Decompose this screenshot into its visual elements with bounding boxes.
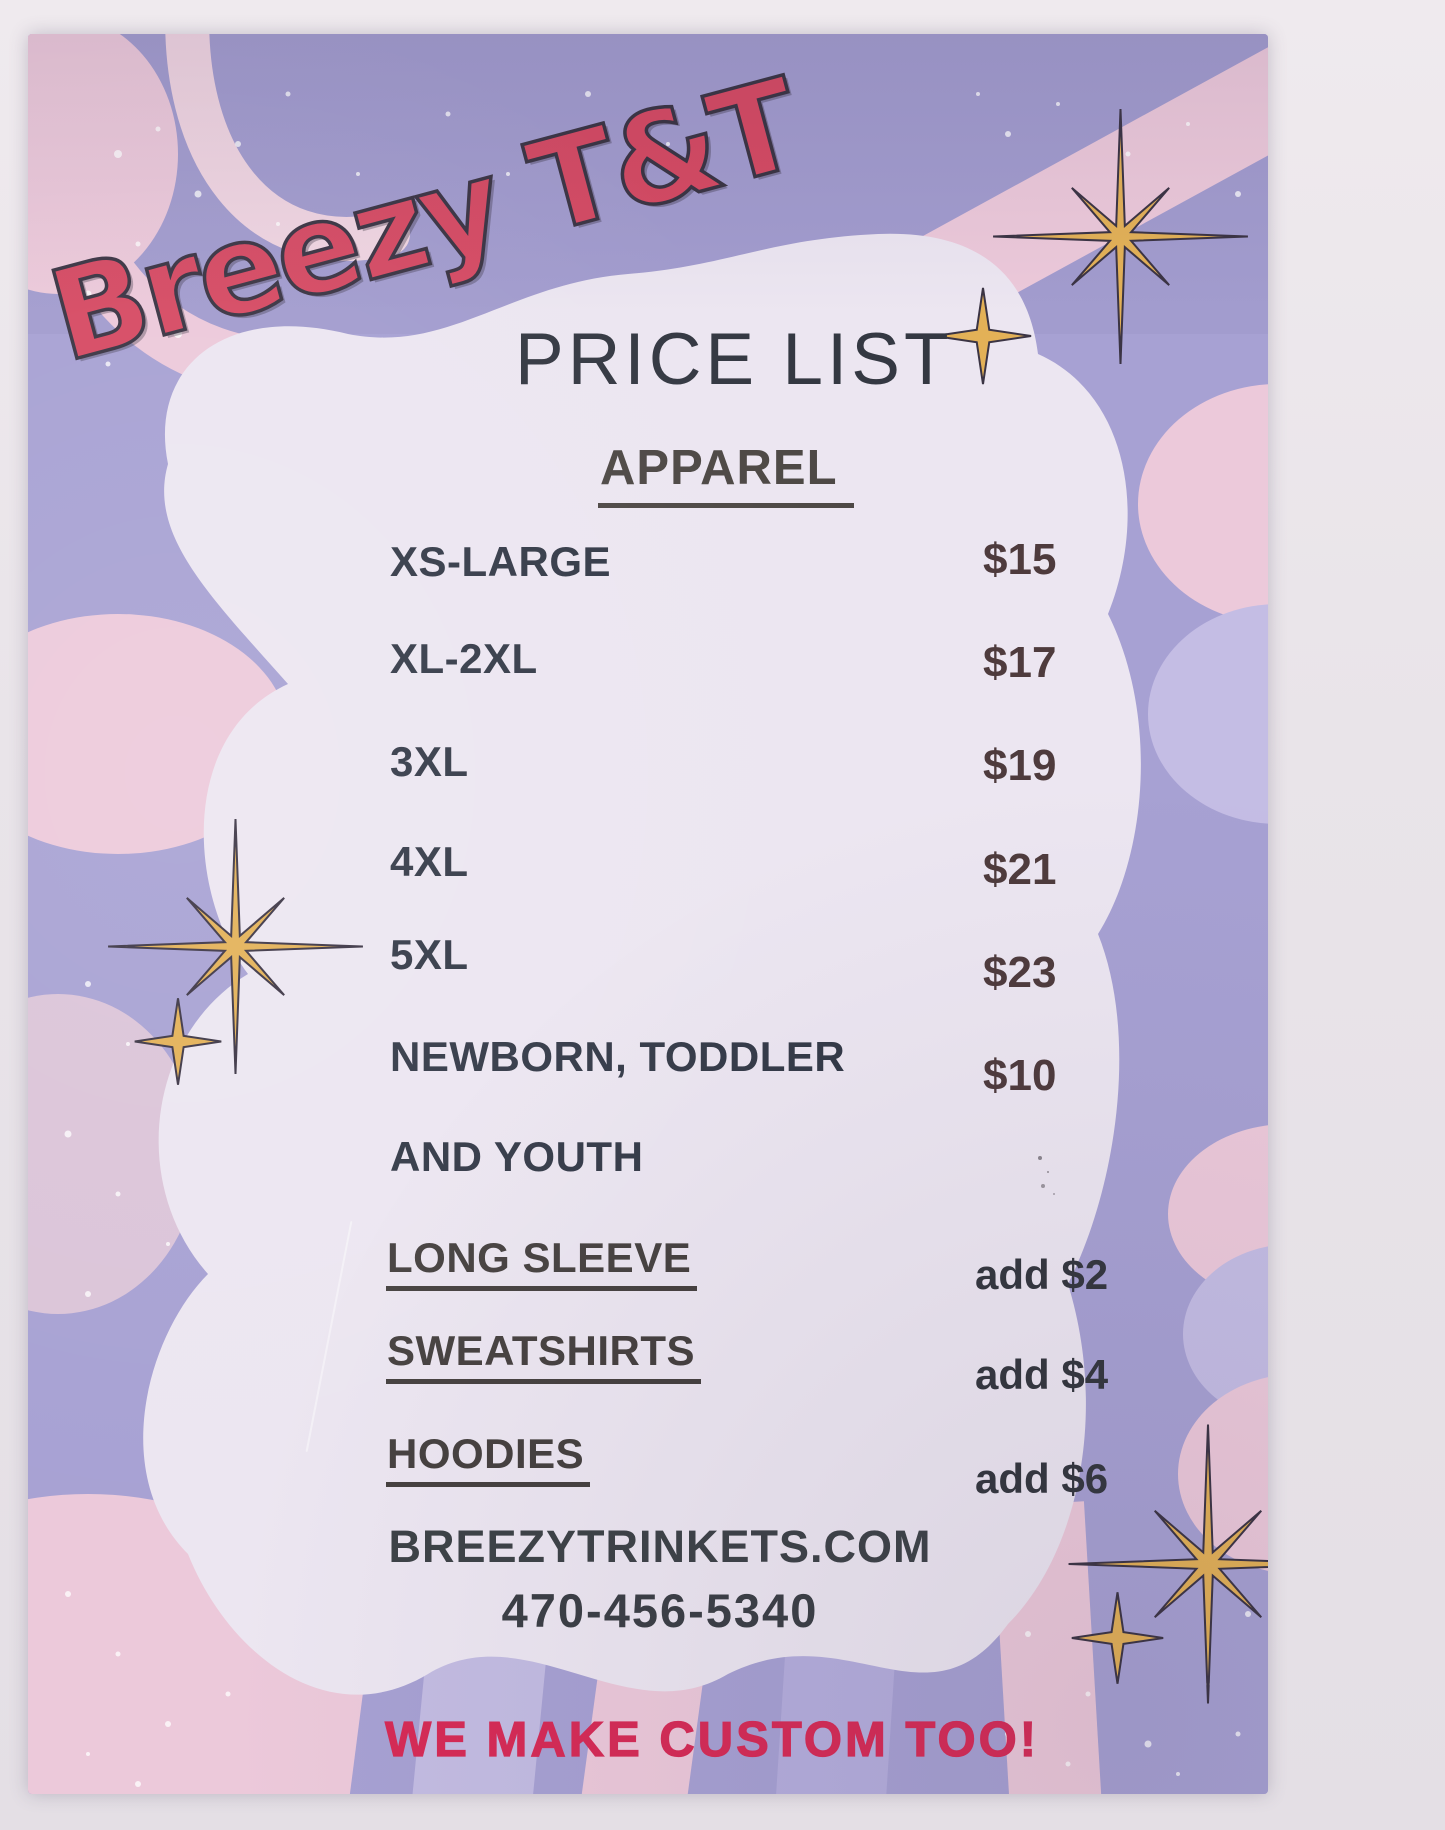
price-item-label: 5XL bbox=[390, 931, 469, 978]
page-title: PRICE LIST bbox=[515, 319, 953, 400]
addon-label-text: SWEATSHIRTS bbox=[386, 1327, 702, 1384]
flyer-paper: Breezy T&T PRICE LIST APPAREL XS-LARGE $… bbox=[28, 34, 1268, 1794]
swirl-background-art bbox=[28, 34, 1268, 1794]
addon-price-value: add $4 bbox=[975, 1351, 1109, 1398]
price-item-label: 4XL bbox=[390, 838, 469, 885]
price-item-label-line2: AND YOUTH bbox=[390, 1133, 644, 1180]
price-item-label: NEWBORN, TODDLER bbox=[390, 1033, 846, 1080]
addon-item-label: SWEATSHIRTS bbox=[386, 1327, 702, 1384]
addon-price-value: add $2 bbox=[975, 1251, 1109, 1298]
price-item-value: $21 bbox=[983, 845, 1057, 894]
price-item-value: $15 bbox=[983, 535, 1057, 584]
addon-item-label: LONG SLEEVE bbox=[386, 1234, 698, 1291]
price-item-value: $17 bbox=[983, 638, 1057, 687]
price-item-value: $19 bbox=[983, 741, 1057, 790]
ink-smudge-artifact bbox=[1038, 1156, 1042, 1160]
section-heading-apparel: APPAREL bbox=[598, 440, 854, 508]
addon-item-label: HOODIES bbox=[386, 1430, 591, 1487]
price-item-value: $10 bbox=[983, 1051, 1057, 1100]
addon-label-text: HOODIES bbox=[386, 1430, 591, 1487]
price-item-label: 3XL bbox=[390, 738, 469, 785]
addon-price-value: add $6 bbox=[975, 1455, 1109, 1502]
tagline-text: WE MAKE CUSTOM TOO! bbox=[384, 1712, 1040, 1767]
price-item-label: XS-LARGE bbox=[390, 538, 612, 585]
sparkle-icon bbox=[1071, 1591, 1164, 1685]
addon-label-text: LONG SLEEVE bbox=[386, 1234, 698, 1291]
price-item-value: $23 bbox=[983, 948, 1057, 997]
website-text: BREEZYTRINKETS.COM bbox=[388, 1521, 932, 1572]
sparkle-icon bbox=[134, 997, 222, 1086]
phone-number: 470-456-5340 bbox=[501, 1584, 819, 1637]
price-item-label: XL-2XL bbox=[390, 635, 538, 682]
blob-panel bbox=[143, 233, 1141, 1695]
